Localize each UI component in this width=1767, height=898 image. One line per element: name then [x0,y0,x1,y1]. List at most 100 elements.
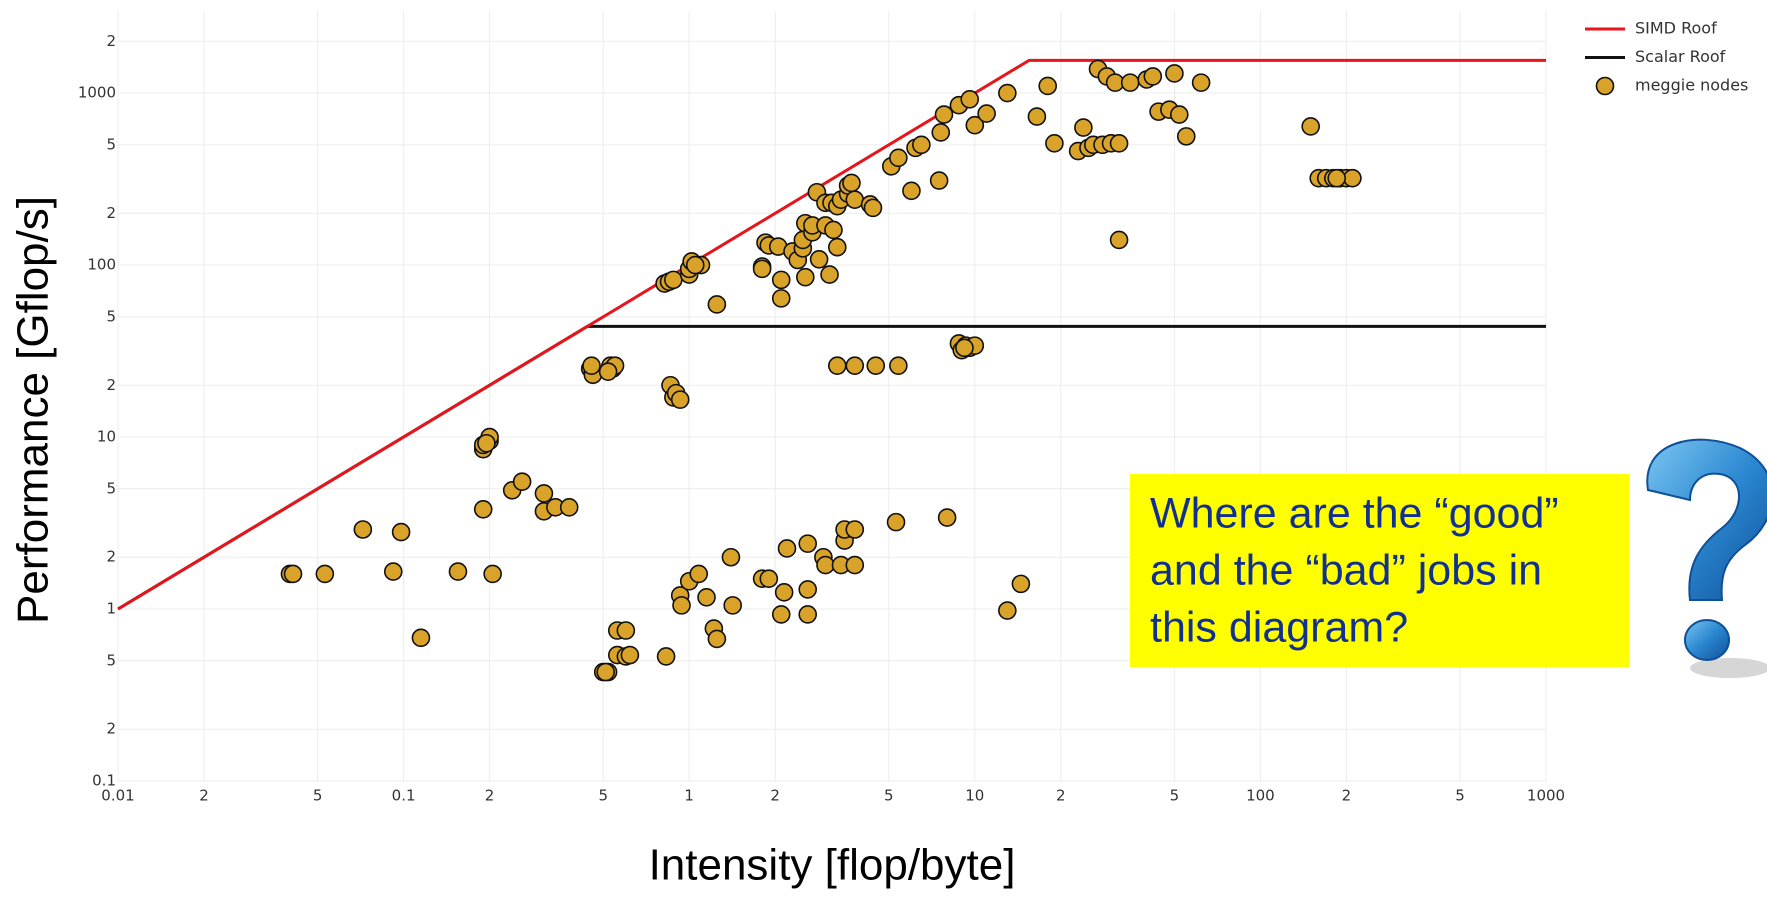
annotation-line: and the “bad” jobs in [1150,546,1542,594]
data-point [598,362,618,381]
y-tick-label: 2 [106,204,116,222]
y-tick-label: 5 [106,307,116,325]
data-point [483,564,502,584]
data-point [889,356,908,375]
data-point [391,522,411,542]
data-point [707,295,727,314]
annotation-line: this diagram? [1150,603,1408,651]
y-axis-title: Performance [Gflop/s] [9,196,58,624]
data-point [842,173,861,193]
data-point [820,265,839,284]
data-point [845,555,865,575]
data-point [889,148,908,168]
question-mark-icon [1646,438,1767,678]
data-point [777,539,797,558]
y-tick-label: 5 [106,479,116,497]
data-point [315,564,335,584]
x-tick-label: 0.1 [392,787,416,805]
data-point [1301,117,1320,136]
data-point [670,390,690,409]
y-tick-label: 10 [97,428,116,446]
data-point [616,621,636,640]
data-point [707,629,727,649]
data-point [1143,67,1163,86]
data-point [1109,230,1129,250]
data-point [620,645,640,665]
data-point [912,135,931,155]
data-point [771,605,791,624]
data-point [886,512,906,532]
x-tick-label: 5 [598,787,608,805]
x-tick-label: 5 [313,787,323,805]
x-tick-label: 2 [199,787,209,805]
legend-label: SIMD Roof [1635,19,1717,38]
y-tick-label: 100 [87,256,116,274]
x-tick-label: 10 [965,787,984,805]
x-tick-label: 5 [1455,787,1465,805]
data-point [534,484,554,503]
x-tick-label: 5 [1170,787,1180,805]
data-point [383,562,403,581]
legend-label: Scalar Roof [1635,47,1726,66]
data-point [1038,76,1058,96]
data-point [1176,127,1196,146]
legend: SIMD Roof Scalar Roof meggie nodes [1585,19,1748,96]
data-point [448,562,468,581]
data-point [977,104,996,123]
data-point [866,356,886,375]
annotation: Where are the “good” and the “bad” jobs i… [1150,489,1559,651]
data-point [685,255,705,275]
roof-line [117,58,1546,611]
data-point [1045,134,1064,153]
data-point [512,472,532,491]
data-point [929,171,949,190]
data-point [798,580,818,599]
data-point [596,662,615,682]
y-tick-label: 2 [106,720,116,738]
data-point [796,267,815,287]
y-tick-label: 5 [106,135,116,153]
data-point [759,569,779,589]
data-point [1027,107,1047,126]
y-tick-label: 2 [106,548,116,566]
y-tick-label: 1000 [78,84,116,102]
data-point [827,356,847,375]
data-point [1165,64,1184,83]
data-point [664,270,683,290]
data-point [1011,574,1031,594]
annotation-line: Where are the “good” [1150,489,1559,537]
data-point [998,601,1017,620]
data-point [411,628,431,648]
data-point [771,270,791,290]
x-tick-label: 100 [1246,787,1275,805]
annotation-box [1130,474,1629,667]
data-point [955,338,974,358]
data-point [965,115,985,135]
y-tick-label: 1 [106,600,116,618]
data-point [697,587,716,607]
y-tick-label: 2 [106,32,116,50]
data-point [771,289,791,308]
data-point [723,596,742,615]
data-point [656,647,676,666]
x-tick-label: 2 [1056,787,1066,805]
data-point [845,190,865,209]
data-point [473,500,493,519]
x-tick-label: 1000 [1527,787,1565,805]
data-point [798,534,818,553]
data-point [1327,168,1347,188]
plot [117,58,1546,682]
data-point [1109,134,1129,153]
data-point [827,237,847,257]
data-point [998,83,1017,103]
data-point [1074,118,1093,137]
data-point [721,547,741,567]
x-axis-title: Intensity [flop/byte] [649,841,1016,890]
data-point [1120,73,1140,92]
data-point [689,564,709,584]
data-point [863,198,883,218]
data-point [559,498,579,517]
data-point [845,520,865,539]
data-point [582,356,601,375]
x-tick-label: 1 [684,787,694,805]
